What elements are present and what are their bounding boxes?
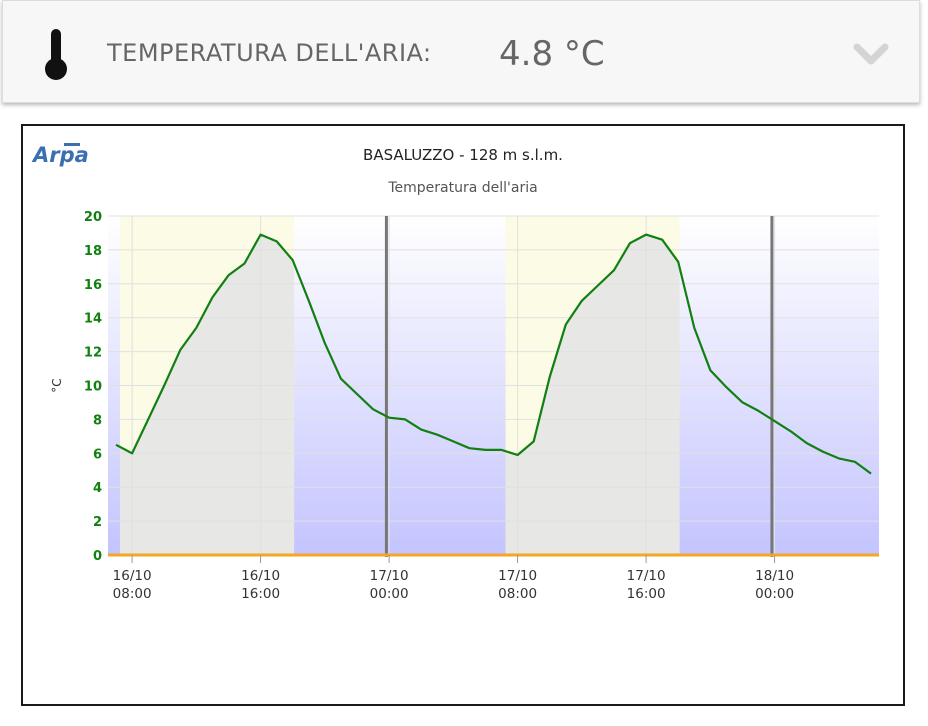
arpa-logo-text: Arpa (31, 143, 89, 167)
x-tick-label-date: 16/10 (113, 568, 152, 584)
y-tick-label: 18 (84, 244, 102, 259)
x-tick-label-time: 08:00 (113, 586, 152, 602)
x-tick-label-time: 00:00 (755, 586, 794, 602)
x-tick-label-time: 08:00 (498, 586, 537, 602)
parameter-label: TEMPERATURA DELL'ARIA: (107, 39, 432, 67)
x-tick-label-date: 18/10 (755, 568, 794, 584)
temperature-series-line (115, 233, 872, 475)
daylight-area-fill (505, 234, 680, 555)
x-tick-label-date: 17/10 (498, 568, 537, 584)
arpa-logo: Arpa (31, 143, 89, 167)
x-tick-label-date: 17/10 (370, 568, 409, 584)
parameter-value: 4.8 °C (499, 34, 605, 74)
x-tick-label-time: 16:00 (241, 586, 280, 602)
chevron-down-icon[interactable] (853, 43, 889, 67)
y-tick-label: 20 (84, 210, 102, 225)
y-tick-label: 4 (93, 481, 102, 496)
chart-panel: Arpa BASALUZZO - 128 m s.l.m. Temperatur… (21, 124, 905, 706)
y-tick-label: 10 (84, 380, 102, 395)
y-tick-label: 0 (93, 549, 102, 564)
daylight-area-fill (120, 234, 295, 555)
parameter-header[interactable]: TEMPERATURA DELL'ARIA: 4.8 °C (2, 0, 920, 103)
y-tick-label: 16 (84, 278, 102, 293)
x-tick-label-time: 16:00 (627, 586, 666, 602)
x-tick-label-date: 16/10 (241, 568, 280, 584)
y-tick-label: 6 (93, 447, 102, 462)
thermometer-icon (45, 29, 67, 80)
y-axis-label: °C (50, 378, 64, 392)
temperature-chart: Arpa BASALUZZO - 128 m s.l.m. Temperatur… (31, 143, 879, 602)
chart-subtitle: Temperatura dell'aria (387, 180, 537, 196)
x-tick-label-time: 00:00 (370, 586, 409, 602)
y-tick-label: 14 (84, 312, 102, 327)
y-tick-label: 12 (84, 346, 102, 361)
y-tick-label: 8 (93, 413, 102, 428)
x-tick-label-date: 17/10 (627, 568, 666, 584)
chart-title: BASALUZZO - 128 m s.l.m. (363, 146, 563, 164)
y-tick-label: 2 (93, 515, 102, 530)
